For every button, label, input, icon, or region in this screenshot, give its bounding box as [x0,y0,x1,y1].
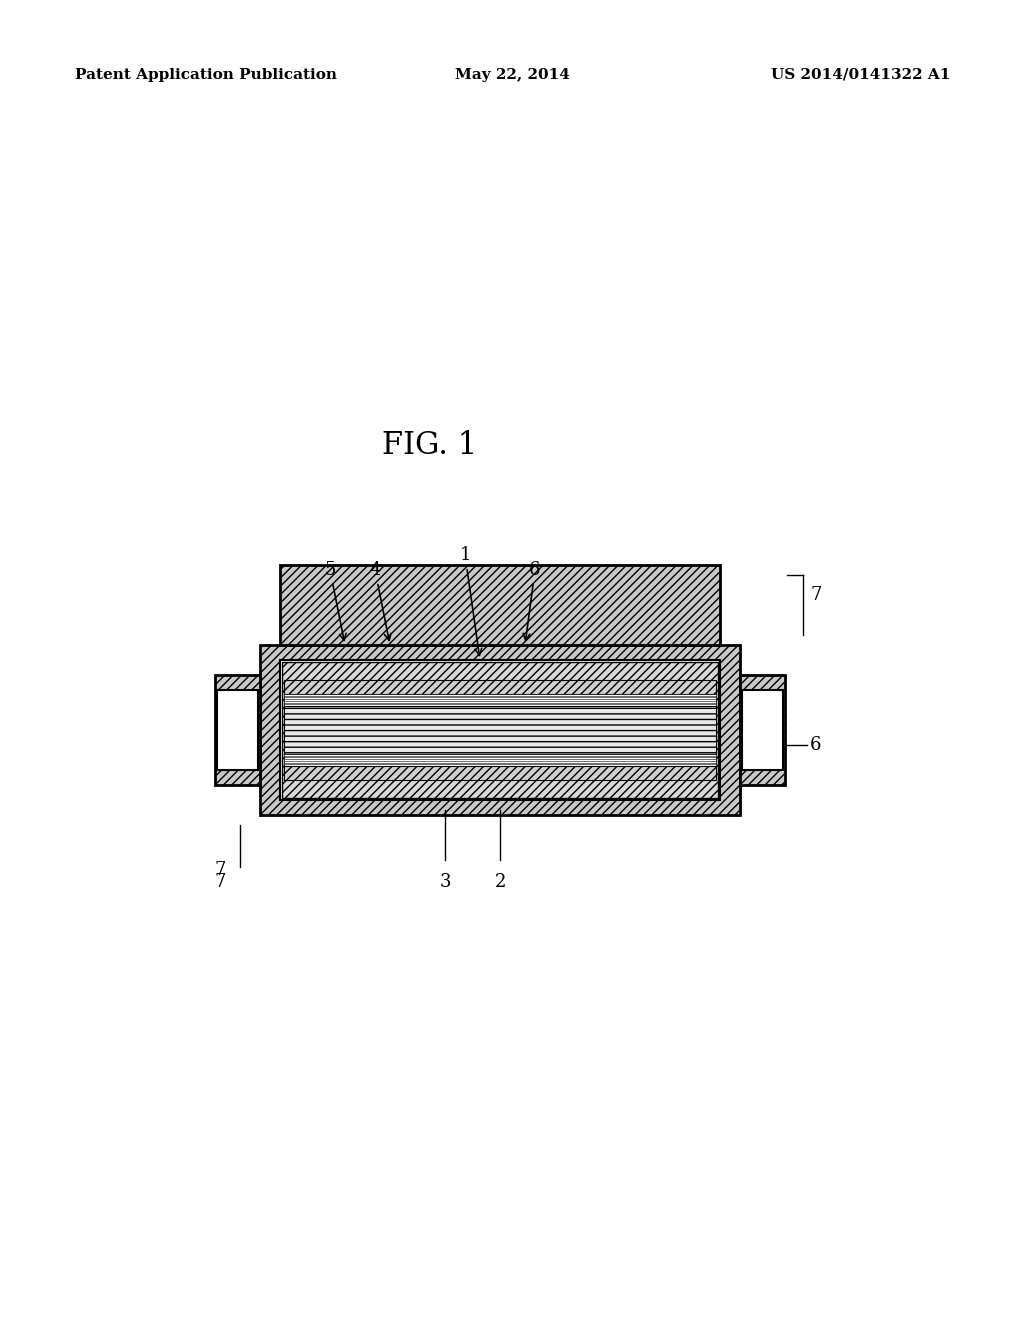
Text: Patent Application Publication: Patent Application Publication [75,69,337,82]
Bar [284,694,716,706]
Bar [215,675,260,785]
Text: FIG. 1: FIG. 1 [382,430,477,461]
Text: 2: 2 [495,873,506,891]
Text: US 2014/0141322 A1: US 2014/0141322 A1 [771,69,950,82]
Text: May 22, 2014: May 22, 2014 [455,69,569,82]
Bar [280,660,720,800]
Bar [284,706,716,754]
Bar [260,645,740,814]
Bar [282,663,718,799]
Bar [217,690,258,770]
Bar [284,766,716,780]
Text: 6: 6 [523,561,541,640]
Text: 7: 7 [214,861,225,879]
Bar [284,754,716,766]
Text: 4: 4 [370,561,391,640]
Bar [742,690,783,770]
Bar [284,680,716,694]
Text: 3: 3 [439,873,451,891]
Bar [280,565,720,645]
Text: 6: 6 [810,737,821,754]
Text: 7: 7 [810,586,821,605]
Text: 5: 5 [325,561,346,640]
Text: 1: 1 [459,546,481,656]
Bar [740,675,785,785]
Text: 7: 7 [214,873,225,891]
